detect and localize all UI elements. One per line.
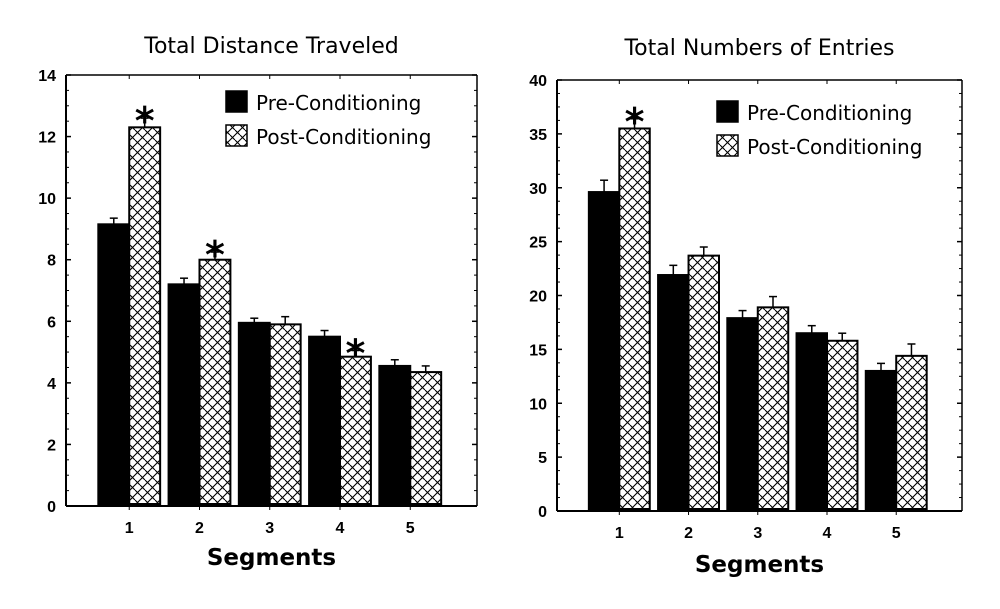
x-tick-label: 2 xyxy=(195,520,204,537)
x-tick-label: 1 xyxy=(615,525,624,542)
bar-post-seg2 xyxy=(198,258,232,506)
y-tick-label: 6 xyxy=(47,314,56,331)
significance-marker: * xyxy=(625,100,645,144)
x-tick-label: 3 xyxy=(265,520,274,537)
bar-post-seg3 xyxy=(756,306,790,511)
y-tick-label: 10 xyxy=(38,191,56,208)
x-tick-label: 5 xyxy=(406,520,415,537)
bar-post-seg4 xyxy=(826,339,859,510)
x-tick-label: 3 xyxy=(753,525,762,542)
x-tick-label: 4 xyxy=(823,525,832,542)
bar-post-seg1 xyxy=(618,127,651,511)
legend-label-post: Post-Conditioning xyxy=(747,135,922,159)
bar-pre-seg4 xyxy=(795,332,828,510)
bar-post-seg4 xyxy=(339,355,372,506)
x-axis-label: Segments xyxy=(207,545,336,571)
bar-pre-seg5 xyxy=(378,364,412,505)
y-tick-label: 8 xyxy=(47,253,56,270)
y-tick-label: 12 xyxy=(38,130,56,147)
legend-label-pre: Pre-Conditioning xyxy=(256,91,421,115)
y-tick-label: 40 xyxy=(529,73,547,90)
bar-post-seg5 xyxy=(895,354,928,510)
chart-total-entries: Total Numbers of Entries0510152025303540… xyxy=(529,36,963,578)
x-tick-label: 2 xyxy=(684,525,693,542)
chart-title: Total Distance Traveled xyxy=(143,34,398,59)
y-tick-label: 25 xyxy=(529,235,547,252)
bar-pre-seg2 xyxy=(657,274,690,510)
y-tick-label: 14 xyxy=(38,68,56,85)
bar-post-seg1 xyxy=(128,126,162,505)
significance-marker: * xyxy=(135,99,155,143)
legend-swatch-post xyxy=(716,134,739,157)
x-tick-label: 1 xyxy=(125,520,134,537)
y-tick-label: 30 xyxy=(529,181,547,198)
legend-label-pre: Pre-Conditioning xyxy=(747,101,912,125)
x-tick-label: 4 xyxy=(336,520,345,537)
y-tick-label: 10 xyxy=(529,396,547,413)
x-tick-label: 5 xyxy=(892,525,901,542)
y-tick-label: 0 xyxy=(47,499,56,516)
y-tick-label: 35 xyxy=(529,127,547,144)
y-tick-label: 20 xyxy=(529,289,547,306)
x-axis-label: Segments xyxy=(695,552,824,578)
legend-swatch-pre xyxy=(225,90,248,113)
bar-pre-seg4 xyxy=(308,335,342,505)
bar-pre-seg2 xyxy=(167,283,201,506)
bar-pre-seg1 xyxy=(587,191,621,510)
y-tick-label: 15 xyxy=(529,342,547,359)
y-tick-label: 0 xyxy=(538,504,547,521)
y-tick-label: 2 xyxy=(47,437,56,454)
bar-pre-seg3 xyxy=(237,321,271,506)
legend-swatch-post xyxy=(225,124,248,147)
bar-pre-seg5 xyxy=(864,369,898,510)
bar-pre-seg1 xyxy=(97,223,131,506)
significance-marker: * xyxy=(205,233,225,277)
legend-swatch-pre xyxy=(716,100,739,123)
y-tick-label: 5 xyxy=(538,450,547,467)
legend-label-post: Post-Conditioning xyxy=(256,125,431,149)
significance-marker: * xyxy=(346,332,366,376)
bar-post-seg2 xyxy=(687,254,720,510)
bar-post-seg5 xyxy=(409,371,443,506)
chart-title: Total Numbers of Entries xyxy=(623,36,894,61)
y-tick-label: 4 xyxy=(47,376,56,393)
bar-pre-seg3 xyxy=(726,317,759,510)
bar-post-seg3 xyxy=(268,323,302,505)
